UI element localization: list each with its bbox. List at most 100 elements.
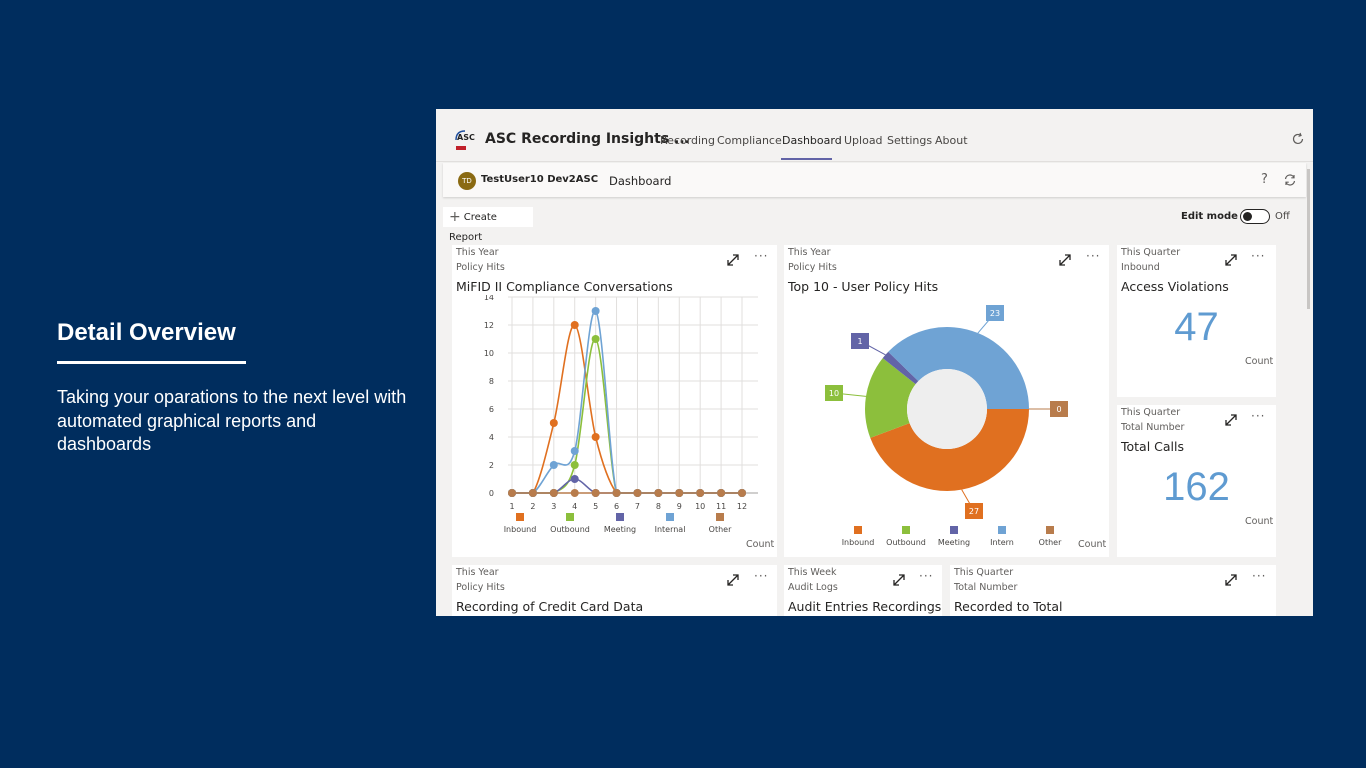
expand-icon[interactable] [1058, 253, 1072, 267]
x-tick-label: 11 [716, 502, 726, 511]
tab-upload[interactable]: Upload [844, 134, 883, 147]
avatar[interactable]: TD [458, 172, 476, 190]
data-label: 27 [969, 507, 979, 516]
slide-description: Taking your oparations to the next level… [57, 387, 407, 454]
asc-logo-icon: ASC [455, 130, 475, 150]
more-options-icon[interactable]: ··· [754, 249, 769, 263]
data-label-box [851, 333, 869, 349]
data-point-other [675, 489, 684, 497]
card-recorded-to-total: This Quarter Total Number Recorded to To… [950, 565, 1276, 616]
y-tick-label: 0 [489, 489, 494, 498]
data-point-other [654, 489, 663, 497]
data-point-other [612, 489, 621, 497]
active-tab-indicator [781, 158, 832, 160]
y-tick-label: 8 [489, 377, 494, 386]
more-options-icon[interactable]: ··· [1251, 249, 1266, 263]
legend-swatch [566, 513, 574, 521]
more-options-icon[interactable]: ··· [754, 569, 769, 583]
tab-dashboard[interactable]: Dashboard [782, 134, 842, 147]
card-title: Top 10 - User Policy Hits [788, 279, 939, 294]
legend-swatch [666, 513, 674, 521]
y-tick-label: 14 [484, 295, 494, 302]
x-tick-label: 4 [572, 502, 577, 511]
y-tick-label: 12 [484, 321, 494, 330]
data-point-inbound [570, 321, 579, 329]
card-period: This Year [456, 567, 499, 578]
tab-recording[interactable]: Recording [660, 134, 716, 147]
card-metric: Inbound [1121, 262, 1160, 273]
data-point-other [633, 489, 642, 497]
card-period: This Year [456, 247, 499, 258]
card-access-violations: This Quarter Inbound Access Violations ·… [1117, 245, 1276, 397]
card-metric: Total Number [954, 582, 1018, 593]
legend-label: Outbound [886, 538, 926, 547]
legend-label: Other [1039, 538, 1062, 547]
create-report-button[interactable]: + Create Report [443, 207, 533, 243]
legend-swatch [998, 526, 1006, 534]
count-label: Count [1078, 539, 1107, 550]
x-tick-label: 7 [635, 502, 640, 511]
expand-icon[interactable] [1224, 253, 1238, 267]
card-period: This Quarter [1121, 247, 1181, 258]
data-label: 10 [829, 389, 839, 398]
data-point-other [528, 489, 537, 497]
data-point-other [696, 489, 705, 497]
card-title: MiFID II Compliance Conversations [456, 279, 673, 294]
tab-settings[interactable]: Settings [887, 134, 933, 147]
legend-swatch [616, 513, 624, 521]
toggle-knob [1243, 212, 1252, 221]
data-point-other [508, 489, 516, 497]
data-label-box [825, 385, 843, 401]
expand-icon[interactable] [892, 573, 906, 587]
donut-hole [907, 369, 987, 449]
card-title: Recording of Credit Card Data [456, 599, 644, 614]
tab-compliance[interactable]: Compliance [717, 134, 782, 147]
app-title: ASC Recording Insights ... [485, 131, 690, 147]
x-tick-label: 5 [593, 502, 598, 511]
scrollbar[interactable] [1307, 169, 1310, 309]
donut-slice-meeting [882, 351, 919, 385]
legend-label: Other [709, 525, 732, 534]
card-top10-user-policy: This Year Policy Hits Top 10 - User Poli… [784, 245, 1109, 557]
data-point-other [549, 489, 558, 497]
legend-label: Meeting [938, 538, 970, 547]
donut-chart: 27 10 1 23 0 Inbound Outbound Meeting Intern Othe… [825, 305, 1068, 547]
legend-swatch [716, 513, 724, 521]
expand-icon[interactable] [726, 573, 740, 587]
expand-icon[interactable] [726, 253, 740, 267]
card-title: Audit Entries Recordings [788, 599, 942, 614]
legend-label: Inbound [842, 538, 875, 547]
help-icon[interactable]: ? [1261, 172, 1268, 187]
data-point-outbound [591, 335, 600, 343]
data-point-other [570, 489, 579, 497]
expand-icon[interactable] [1224, 413, 1238, 427]
slide-title: Detail Overview [57, 319, 236, 346]
kpi-value: 47 [1174, 305, 1219, 349]
data-label: 1 [857, 337, 862, 346]
card-audit-entries: This Week Audit Logs Audit Entries Recor… [784, 565, 942, 616]
tab-about[interactable]: About [935, 134, 968, 147]
x-tick-label: 2 [530, 502, 535, 511]
more-options-icon[interactable]: ··· [1086, 249, 1101, 263]
edit-mode-toggle[interactable] [1240, 209, 1270, 224]
more-options-icon[interactable]: ··· [1252, 569, 1267, 583]
card-metric: Total Number [1121, 422, 1185, 433]
more-options-icon[interactable]: ··· [1251, 409, 1266, 423]
data-point-inbound [549, 419, 558, 427]
reload-icon[interactable] [1291, 132, 1305, 146]
more-options-icon[interactable]: ··· [919, 569, 934, 583]
legend-label: Outbound [550, 525, 590, 534]
data-label: 23 [990, 309, 1000, 318]
legend-label: Meeting [604, 525, 636, 534]
donut-slice-intern [888, 327, 1029, 409]
card-period: This Quarter [954, 567, 1014, 578]
sync-icon[interactable] [1283, 173, 1297, 187]
card-metric: Audit Logs [788, 582, 838, 593]
data-point-internal [549, 461, 558, 469]
legend-label: Internal [655, 525, 686, 534]
logo-text: ASC [457, 133, 475, 142]
expand-icon[interactable] [1224, 573, 1238, 587]
create-report-label: Create Report [449, 212, 497, 243]
donut-slice-inbound [870, 409, 1029, 491]
card-metric: Policy Hits [456, 262, 505, 273]
